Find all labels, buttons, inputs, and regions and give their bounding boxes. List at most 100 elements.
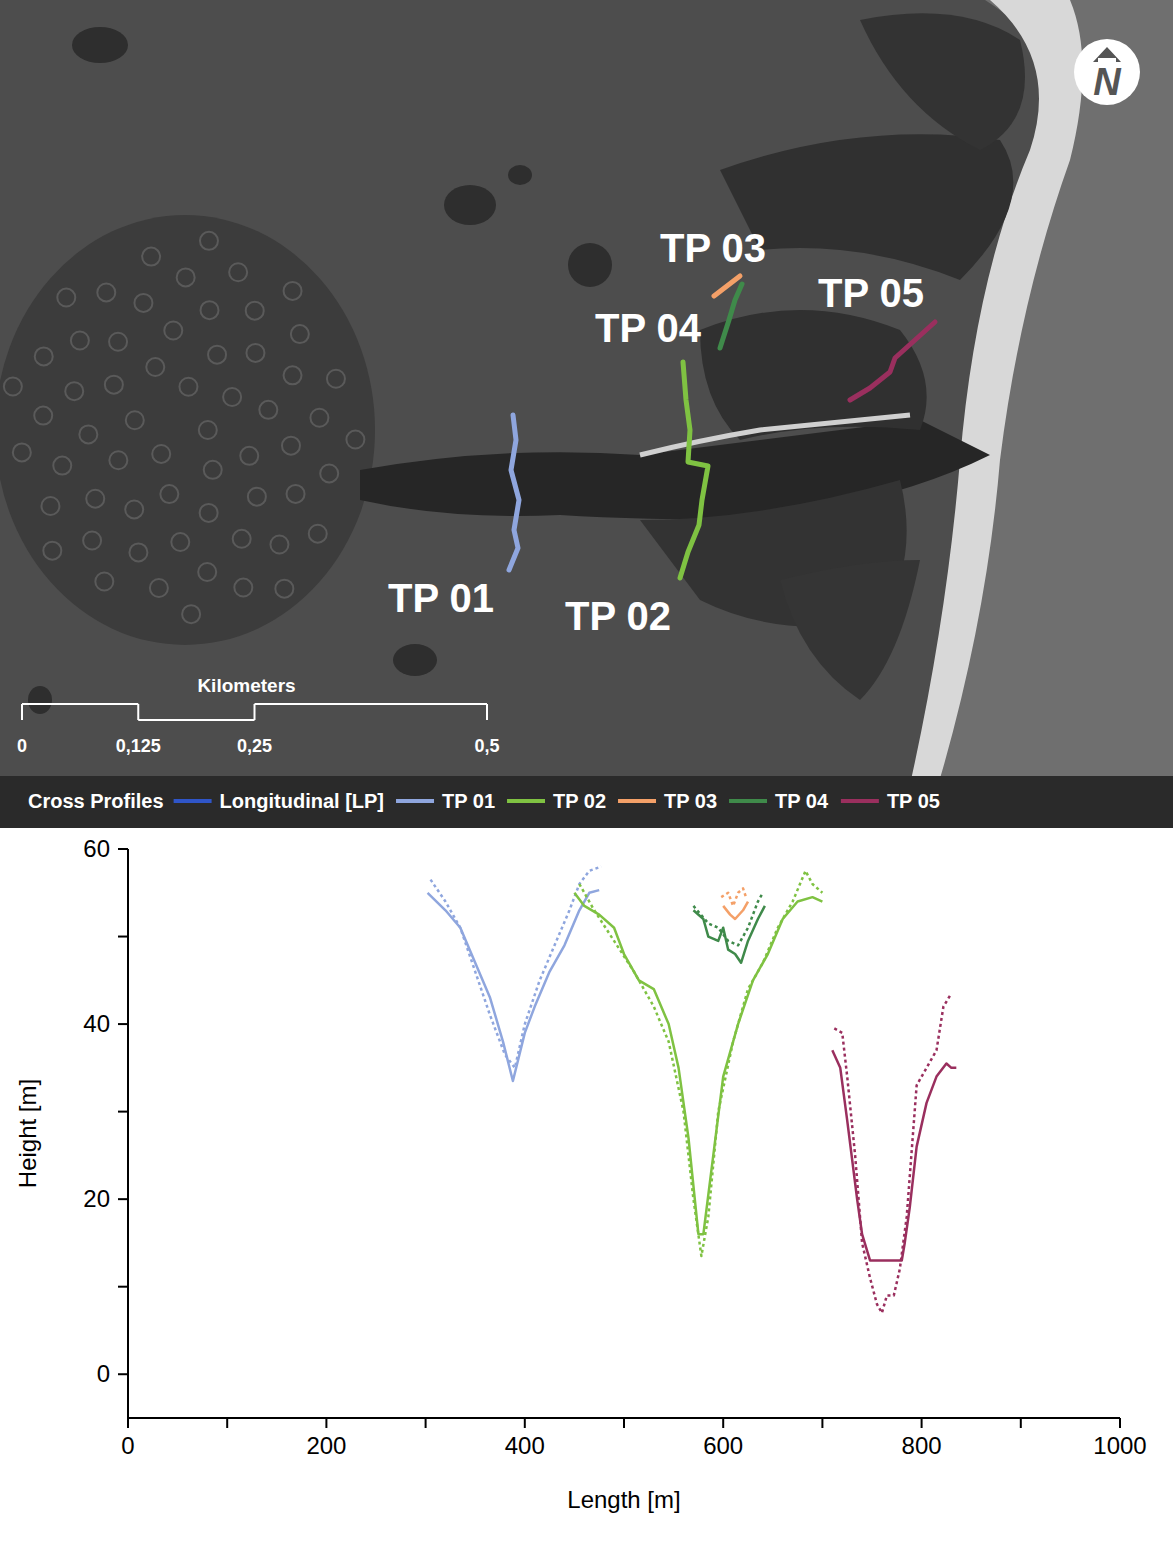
- map-legend: Cross ProfilesLongitudinal [LP]TP 01TP 0…: [0, 776, 1173, 828]
- basin-texture: [204, 461, 222, 479]
- basin-texture: [109, 333, 127, 351]
- x-tick-label: 0: [121, 1432, 134, 1459]
- basin-texture: [97, 283, 115, 301]
- y-axis: [127, 849, 129, 1418]
- basin-texture: [327, 370, 345, 388]
- map-label: TP 04: [595, 306, 702, 350]
- map-label: TP 01: [388, 576, 494, 620]
- basin-texture: [240, 447, 258, 465]
- basin-texture: [86, 490, 104, 508]
- basin-texture: [320, 464, 338, 482]
- basin-texture: [142, 248, 160, 266]
- basin-texture: [35, 347, 53, 365]
- legend-swatch: [841, 799, 879, 803]
- profile-line: [834, 993, 951, 1313]
- basin-texture: [346, 431, 364, 449]
- basin-texture: [201, 301, 219, 319]
- profile-line: [574, 893, 822, 1234]
- legend-entry: TP 03: [664, 790, 717, 812]
- profile-line: [723, 902, 748, 920]
- lake: [568, 243, 612, 287]
- x-axis-title: Length [m]: [567, 1486, 680, 1513]
- y-tick-label: 20: [83, 1185, 110, 1212]
- north-house: [1093, 47, 1121, 62]
- basin-texture: [177, 268, 195, 286]
- map-label: TP 03: [660, 226, 766, 270]
- scale-segment: [22, 703, 138, 705]
- scale-tick-label: 0,5: [474, 736, 499, 756]
- basin-texture: [287, 485, 305, 503]
- x-tick-label: 200: [306, 1432, 346, 1459]
- lake: [393, 644, 437, 676]
- basin-texture: [126, 411, 144, 429]
- basin-texture: [199, 421, 217, 439]
- x-tick-label: 800: [902, 1432, 942, 1459]
- basin-texture: [200, 504, 218, 522]
- basin: [0, 215, 375, 645]
- scale-bar: Kilometers00,1250,250,5: [17, 675, 500, 756]
- basin-texture: [150, 579, 168, 597]
- basin-texture: [200, 232, 218, 250]
- legend-swatch: [507, 799, 545, 803]
- y-tick-label: 60: [83, 835, 110, 862]
- map-profile: [680, 362, 708, 578]
- y-axis-title: Height [m]: [14, 1079, 41, 1188]
- profile-line: [832, 1050, 956, 1260]
- profile-line: [431, 867, 602, 1068]
- x-tick: [921, 1418, 923, 1428]
- basin-texture: [71, 331, 89, 349]
- basin-texture: [105, 376, 123, 394]
- plot-area: [428, 867, 957, 1313]
- page: TP 03TP 04TP 05TP 01TP 02NKilometers00,1…: [0, 0, 1173, 1541]
- legend-ground: [0, 776, 1173, 828]
- basin-texture: [234, 579, 252, 597]
- basin-texture: [125, 500, 143, 518]
- basin-texture: [95, 572, 113, 590]
- basin-texture: [41, 497, 59, 515]
- legend-swatch: [618, 799, 656, 803]
- basin-texture: [83, 531, 101, 549]
- basin-texture: [246, 344, 264, 362]
- x-tick: [1119, 1418, 1121, 1428]
- basin-texture: [182, 605, 200, 623]
- basin-texture: [229, 263, 247, 281]
- basin-texture: [129, 543, 147, 561]
- scale-tick-label: 0: [17, 736, 27, 756]
- basin-texture: [275, 580, 293, 598]
- y-minor-tick: [118, 1286, 128, 1288]
- map-profile: [720, 284, 742, 348]
- ravine: [860, 13, 1025, 150]
- basin-texture: [259, 401, 277, 419]
- basin-texture: [134, 294, 152, 312]
- legend-swatch: [396, 799, 434, 803]
- profile-line: [579, 871, 822, 1256]
- ravine-edge: [640, 415, 910, 455]
- north-label: N: [1093, 61, 1122, 103]
- x-tick: [722, 1418, 724, 1428]
- scale-segment: [255, 703, 488, 705]
- profile-line: [693, 906, 764, 963]
- basin-texture: [291, 325, 309, 343]
- map-profile: [509, 415, 519, 570]
- lake: [444, 185, 496, 225]
- basin-texture: [13, 443, 31, 461]
- basin-texture: [160, 485, 178, 503]
- basin-texture: [309, 525, 327, 543]
- basin-texture: [43, 542, 61, 560]
- y-tick: [118, 1023, 128, 1025]
- x-minor-tick: [623, 1418, 625, 1428]
- scale-tick: [21, 704, 23, 720]
- basin-texture: [164, 322, 182, 340]
- legend-entry: TP 05: [887, 790, 940, 812]
- legend-entry: TP 04: [775, 790, 829, 812]
- profile-line: [428, 890, 600, 1081]
- basin-texture: [53, 457, 71, 475]
- profile-line: [721, 888, 746, 906]
- basin-texture: [223, 388, 241, 406]
- north-arrow: N: [1074, 39, 1140, 105]
- basin-texture: [284, 366, 302, 384]
- legend-entry: Longitudinal [LP]: [220, 790, 384, 812]
- lake: [508, 165, 532, 185]
- y-minor-tick: [118, 936, 128, 938]
- basin-texture: [208, 346, 226, 364]
